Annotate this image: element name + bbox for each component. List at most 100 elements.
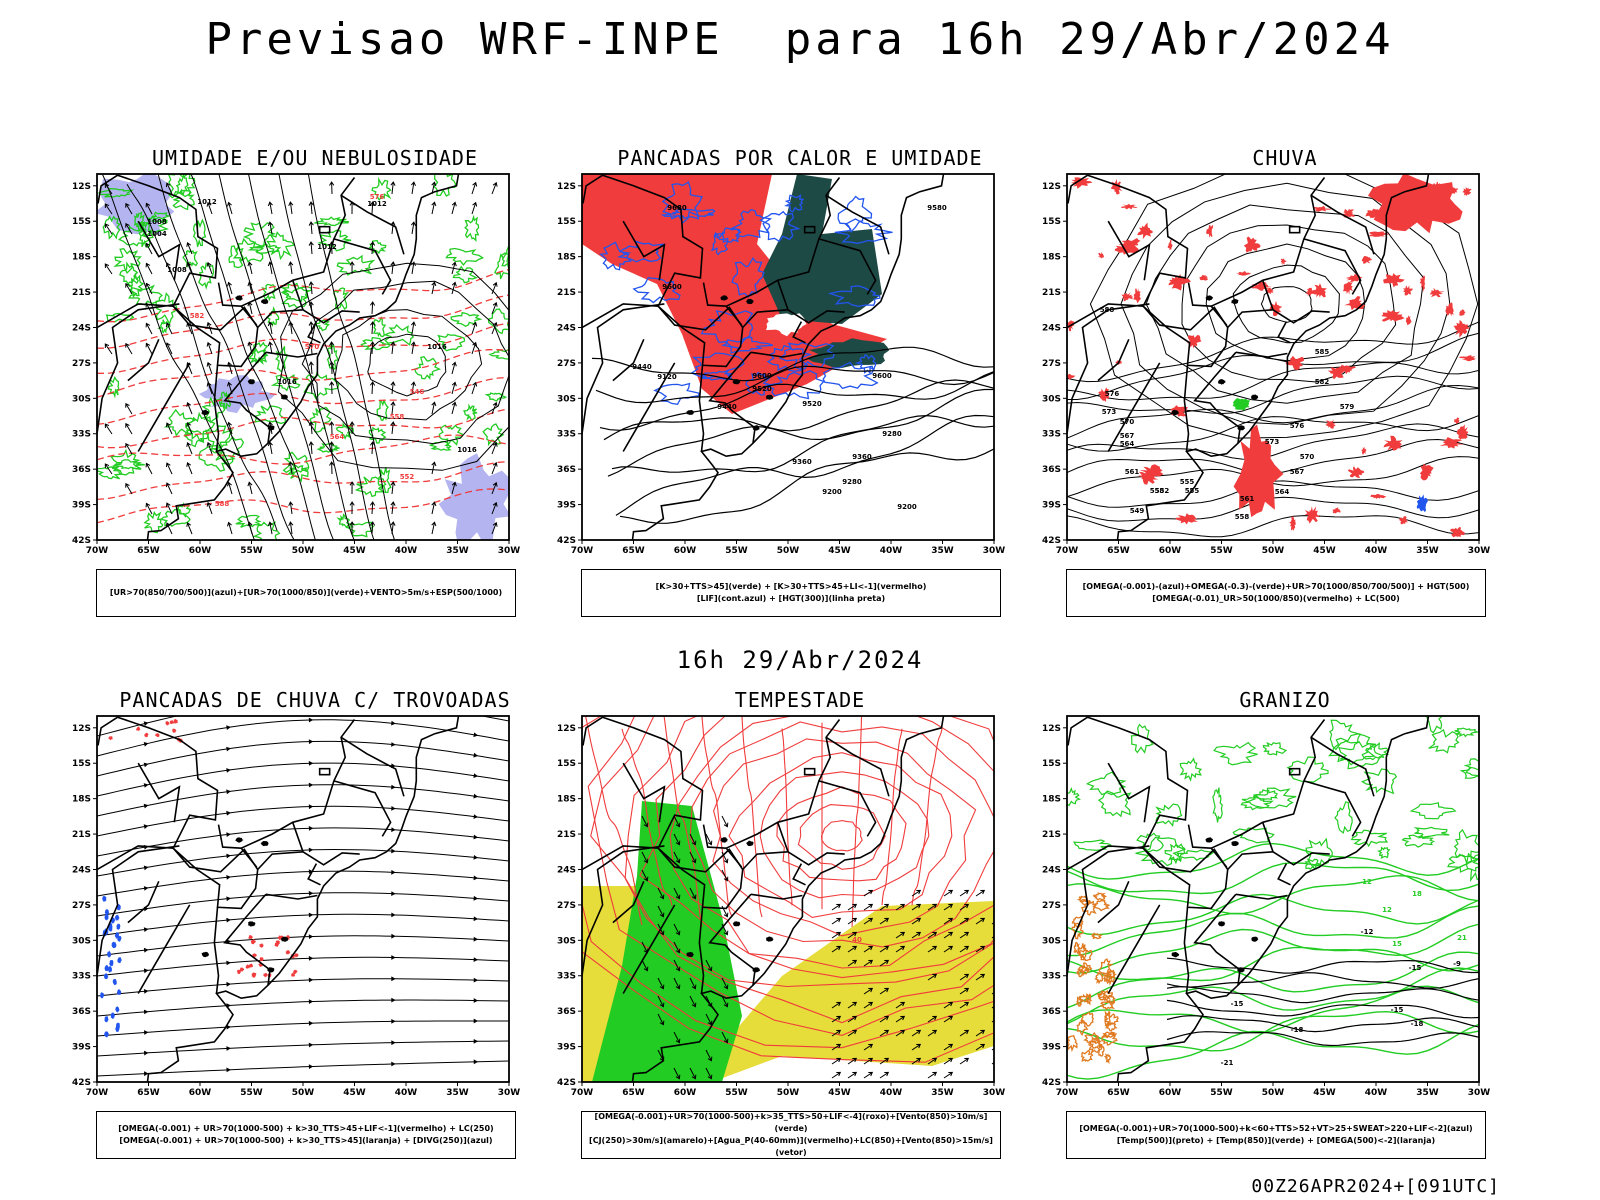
lon-tick-label: 45W — [343, 1088, 366, 1098]
humidity-contour — [182, 249, 199, 268]
border-line — [622, 362, 676, 452]
streamline-arrowhead — [226, 960, 231, 966]
wind-vector — [125, 282, 133, 295]
wind-vector — [927, 1015, 938, 1023]
water-contour — [590, 716, 994, 1024]
wind-vector — [927, 1029, 938, 1037]
rain-area — [1175, 513, 1198, 525]
wind-vector — [831, 1071, 842, 1079]
legend-chuva: [OMEGA(-0.001)-(azul)+OMEGA(-0.3)-(verde… — [1066, 569, 1486, 617]
divergence-spot — [117, 957, 122, 964]
wind-vector — [227, 481, 233, 495]
streamline-arrowhead — [144, 1030, 149, 1035]
border-line — [1097, 338, 1130, 382]
temperature-contour — [1073, 839, 1112, 852]
divergence-spot — [117, 935, 122, 943]
wind-vector — [369, 241, 376, 255]
height-contour — [1067, 332, 1479, 400]
legend-line: [CJ(250)>30m/s](amarelo)+[Agua_P(40-60mm… — [589, 1136, 993, 1157]
border-line — [702, 282, 743, 326]
humidity-contour — [437, 333, 466, 352]
border-line — [340, 194, 405, 255]
panel-title: CHUVA — [1252, 146, 1318, 170]
contour-label: 12 — [1382, 906, 1392, 914]
border-line — [137, 220, 181, 281]
border-line — [1303, 238, 1362, 295]
convection-area — [762, 174, 882, 324]
humidity-contour — [383, 323, 415, 346]
border-line — [1067, 303, 1150, 434]
lat-tick-label: 18S — [72, 795, 91, 805]
wind-vector — [369, 201, 376, 215]
humidity-contour — [201, 396, 226, 424]
temperature-contour — [1428, 728, 1460, 754]
lon-tick-label: 50W — [292, 546, 315, 556]
streamline — [97, 999, 509, 1017]
contour-label: 12 — [1362, 878, 1372, 886]
streamline-arrowhead — [226, 832, 231, 837]
storm-spot — [292, 969, 298, 975]
lifted-index-contour — [822, 361, 879, 390]
reservoir-mark — [1205, 837, 1213, 843]
wind-vector — [145, 242, 153, 255]
streamline — [97, 1020, 509, 1037]
humidity-contour — [335, 422, 354, 440]
wind-vector — [673, 815, 681, 828]
lon-tick-label: 50W — [777, 546, 800, 556]
coastline — [146, 716, 460, 1082]
legend-line: [OMEGA(-0.001)+UR>70(1000-500)+k>35_TTS>… — [594, 1112, 988, 1133]
lat-tick-label: 39S — [72, 1043, 91, 1053]
wind-vector — [451, 361, 457, 375]
wind-vector — [247, 521, 253, 535]
omega-contour — [1098, 958, 1114, 975]
lat-tick-label: 15S — [72, 217, 91, 227]
wind-vector — [895, 1001, 906, 1009]
border-line — [750, 351, 803, 358]
wind-vector — [104, 463, 113, 475]
lat-tick-label: 27S — [557, 901, 576, 911]
map-umidade: 1008 1012 1012 1016 1016 1012 1016 1004 1008 576 5… — [72, 173, 520, 556]
contour-label: 582 — [190, 312, 205, 320]
border-line — [172, 847, 259, 910]
wind-vector — [721, 1031, 729, 1044]
lat-tick-label: 18S — [557, 253, 576, 263]
water-contour — [797, 804, 886, 870]
divergence-spot — [104, 965, 109, 972]
streamline-arrowhead — [308, 890, 314, 896]
rain-area — [1167, 239, 1173, 251]
pressure-isobar — [126, 184, 278, 531]
water-contour — [582, 716, 994, 1049]
border-line — [698, 365, 705, 452]
pressure-isobar — [157, 174, 295, 540]
wind-vector — [288, 201, 294, 215]
water-contour — [639, 716, 994, 979]
divergence-spot — [108, 925, 113, 932]
mid-date-label: 16h 29/Abr/2024 — [676, 646, 924, 674]
lon-tick-label: 70W — [571, 1088, 594, 1098]
legend-granizo: [OMEGA(-0.001)+UR>70(1000-500)+k<60+TTS>… — [1066, 1111, 1486, 1159]
lon-tick-label: 35W — [931, 1088, 954, 1098]
storm-spot — [248, 963, 254, 968]
lat-tick-label: 42S — [557, 536, 576, 546]
wind-vector — [308, 201, 314, 215]
contour-label: 552 — [1155, 487, 1170, 495]
wind-vector — [431, 521, 437, 535]
water-contour — [701, 716, 733, 917]
rain-area — [1419, 275, 1426, 293]
border-line — [265, 351, 318, 358]
streamline-arrowhead — [226, 768, 231, 773]
wind-vector — [349, 521, 355, 535]
lifted-index-contour — [661, 181, 703, 224]
contour-label: 558 — [1150, 487, 1165, 495]
border-line — [612, 338, 645, 382]
panel-tempestade: TEMPESTADE 40 12S 15S 18S 21S 24S 27S 30S 33S 36S… — [550, 688, 1050, 1159]
border-line — [1067, 174, 1189, 329]
contour-label: 40 — [852, 936, 862, 944]
streamline-arrowhead — [308, 869, 314, 874]
wind-vector — [673, 1067, 681, 1080]
wind-vector — [206, 381, 213, 395]
streamline-arrowhead — [226, 1024, 231, 1030]
